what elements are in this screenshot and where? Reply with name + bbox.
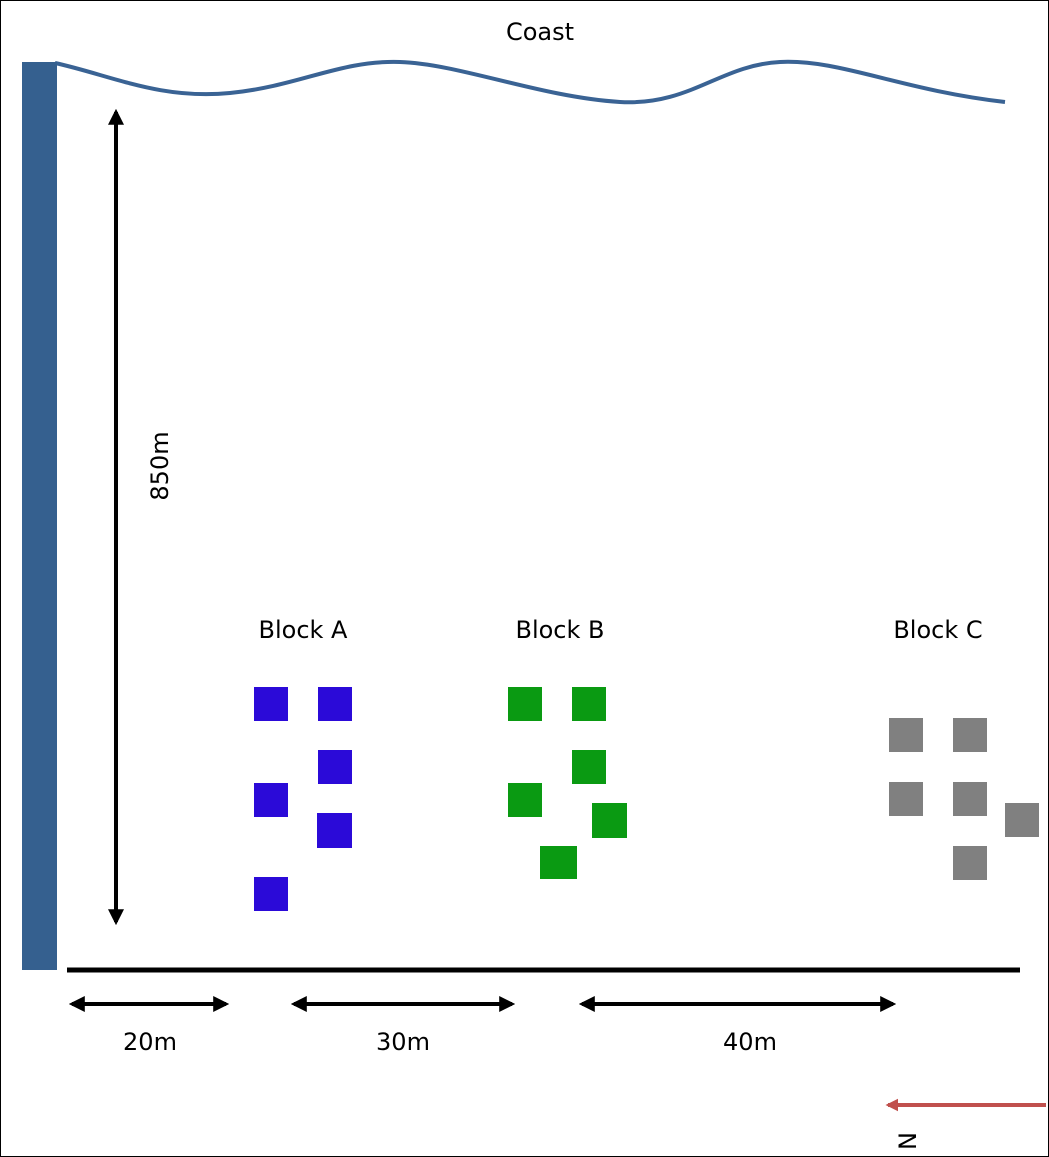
gap-label-40m: 40m (723, 1028, 777, 1056)
block-a-label: Block A (259, 616, 349, 644)
block-c-building (953, 846, 987, 880)
block-c-building (1005, 803, 1039, 837)
left-wall (22, 62, 57, 970)
block-c-building (953, 782, 987, 816)
block-c-building (889, 718, 923, 752)
block-a-building (318, 687, 352, 721)
coastline (54, 59, 1006, 105)
block-b-building (572, 687, 606, 721)
block-a-building (254, 687, 288, 721)
block-c-building (953, 718, 987, 752)
gap-label-20m: 20m (123, 1028, 177, 1056)
block-c-buildings (889, 718, 1039, 880)
block-c-building (889, 782, 923, 816)
block-b-building (540, 846, 577, 879)
block-b-building (592, 803, 627, 838)
gap-label-30m: 30m (376, 1028, 430, 1056)
block-a-buildings (254, 687, 352, 911)
block-a-building (317, 813, 352, 848)
block-c-label: Block C (893, 616, 982, 644)
north-label: N (894, 1132, 922, 1150)
block-a-building (254, 877, 288, 911)
block-b-building (508, 687, 542, 721)
block-a-building (318, 750, 352, 784)
block-b-building (508, 783, 542, 817)
block-b-building (572, 750, 606, 784)
block-a-building (254, 783, 288, 817)
block-b-label: Block B (515, 616, 604, 644)
height-label: 850m (146, 431, 174, 500)
block-b-buildings (508, 687, 627, 879)
coast-label: Coast (506, 18, 574, 46)
